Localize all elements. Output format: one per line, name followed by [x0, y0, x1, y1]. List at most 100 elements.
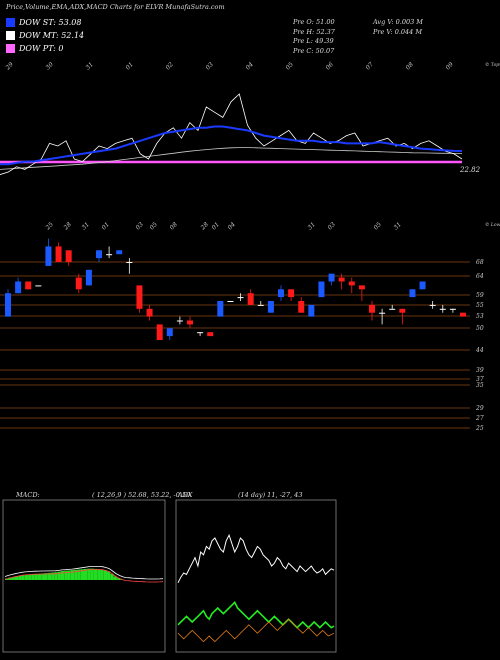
candle-body: [45, 246, 52, 266]
candle-top-tick: 03: [134, 221, 144, 231]
prev-low: Pre L: 49.39: [293, 37, 334, 45]
legend-swatch-pt: [6, 44, 15, 53]
legend-swatch-st: [6, 18, 15, 27]
prev-open: Pre O: 51.00: [293, 18, 335, 26]
candle-top-tick: 04: [226, 221, 236, 231]
macd-hist-bar: [57, 571, 61, 580]
ema-top-tick: 04: [244, 61, 254, 71]
price-axis-label: 35: [476, 382, 484, 389]
legend-label-pt: DOW PT: 0: [19, 44, 64, 53]
legend-item-dow-pt: DOW PT: 0: [6, 44, 64, 53]
macd-hist-bar: [93, 568, 98, 580]
macd-hist-bar: [41, 573, 45, 580]
candle-top-tick: 01: [100, 221, 110, 231]
price-axis-label: 25: [475, 425, 484, 432]
candle-body: [419, 281, 426, 290]
candle-body: [116, 250, 123, 255]
candle-top-tick: 31: [306, 221, 316, 231]
legend-swatch-mt: [6, 31, 15, 40]
price-axis-label: 68: [476, 259, 484, 266]
ema-top-tick: 05: [284, 61, 294, 71]
candle-body: [187, 320, 193, 325]
candle-body: [85, 269, 92, 286]
macd-hist-bar: [64, 570, 68, 580]
price-line: [0, 93, 463, 175]
price-axis-label: 29: [475, 405, 484, 412]
macd-hist-bar: [113, 576, 117, 580]
candle-body: [136, 285, 143, 309]
candle-top-tick: 28: [62, 221, 73, 232]
candle-body: [409, 289, 416, 298]
macd-hist-bar: [80, 569, 84, 580]
candle-body: [106, 254, 113, 256]
legend-item-dow-st: DOW ST: 53.08: [6, 18, 81, 27]
candle-body: [15, 281, 22, 294]
plus-di-line: [177, 601, 335, 629]
prev-volume: Pre V: 0.044 M: [373, 27, 423, 36]
candle-top-tick: 25: [44, 221, 55, 232]
candle-body: [35, 285, 42, 287]
candle-body: [399, 308, 406, 313]
macd-hist-bar: [60, 571, 65, 580]
ema-top-note: © Topw: [485, 61, 500, 68]
macd-hist-bar: [107, 571, 111, 580]
price-axis-label: 37: [476, 376, 484, 383]
macd-hist-bar: [77, 569, 81, 580]
candle-body: [176, 320, 183, 322]
dow-st-line: [0, 125, 463, 166]
macd-hist-bar: [74, 569, 78, 580]
macd-hist-bar: [28, 574, 32, 580]
macd-hist-bar: [70, 570, 75, 580]
candle-top-tick: 08: [168, 221, 178, 231]
candle-top-note: © Lower: [485, 221, 500, 228]
chart-title: Price,Volume,EMA,ADX,MACD Charts for ELV…: [6, 3, 225, 11]
candle-body: [369, 304, 375, 313]
macd-hist-bar: [14, 576, 19, 580]
legend-label-st: DOW ST: 53.08: [19, 18, 82, 27]
candle-body: [237, 297, 244, 299]
macd-hist-bar: [100, 569, 104, 580]
macd-hist-bar: [31, 574, 35, 580]
candle-top-tick: 31: [80, 221, 90, 231]
macd-hist-bar: [21, 575, 25, 580]
candle-body: [96, 250, 102, 259]
price-axis-label: 53: [476, 313, 484, 320]
candle-body: [379, 312, 386, 314]
macd-signal-line: [4, 569, 164, 583]
candle-body: [25, 281, 32, 290]
macd-line: [4, 566, 164, 580]
candle-body: [146, 308, 153, 317]
candle-body: [75, 277, 82, 290]
candle-body: [55, 246, 62, 262]
macd-hist-bar: [103, 570, 108, 580]
macd-hist-bar: [8, 577, 12, 580]
macd-hist-bar: [51, 572, 55, 580]
candle-body: [328, 273, 335, 282]
candle-top-tick: 05: [372, 221, 382, 231]
adx-line: [177, 533, 335, 584]
price-axis-label: 64: [476, 273, 484, 280]
macd-hist-bar: [87, 568, 91, 580]
price-axis-label: 59: [476, 292, 484, 299]
price-axis-label: 55: [476, 302, 484, 309]
candle-body: [348, 281, 355, 286]
price-axis-label: 39: [476, 367, 484, 374]
ema-top-tick: 07: [364, 61, 374, 71]
minus-di-line: [177, 618, 335, 643]
candle-body: [429, 304, 436, 306]
price-axis-label: 27: [475, 415, 484, 422]
candle-body: [298, 301, 305, 313]
ema-top-tick: 09: [444, 61, 454, 71]
candle-body: [166, 328, 173, 337]
ema-top-tick: 03: [204, 61, 214, 71]
volume-info: Avg V: 0.003 M Pre V: 0.044 M: [373, 18, 423, 37]
candle-top-tick: 01: [210, 221, 220, 231]
macd-hist-bar: [84, 568, 88, 580]
macd-hist-bar: [97, 569, 101, 580]
macd-hist-bar: [11, 577, 15, 580]
candle-body: [5, 293, 11, 317]
ema-price-label: 22.82: [459, 166, 481, 174]
price-axis-label: 44: [475, 347, 484, 354]
candle-top-tick: 05: [148, 221, 158, 231]
macd-label: MACD:: [16, 491, 40, 499]
